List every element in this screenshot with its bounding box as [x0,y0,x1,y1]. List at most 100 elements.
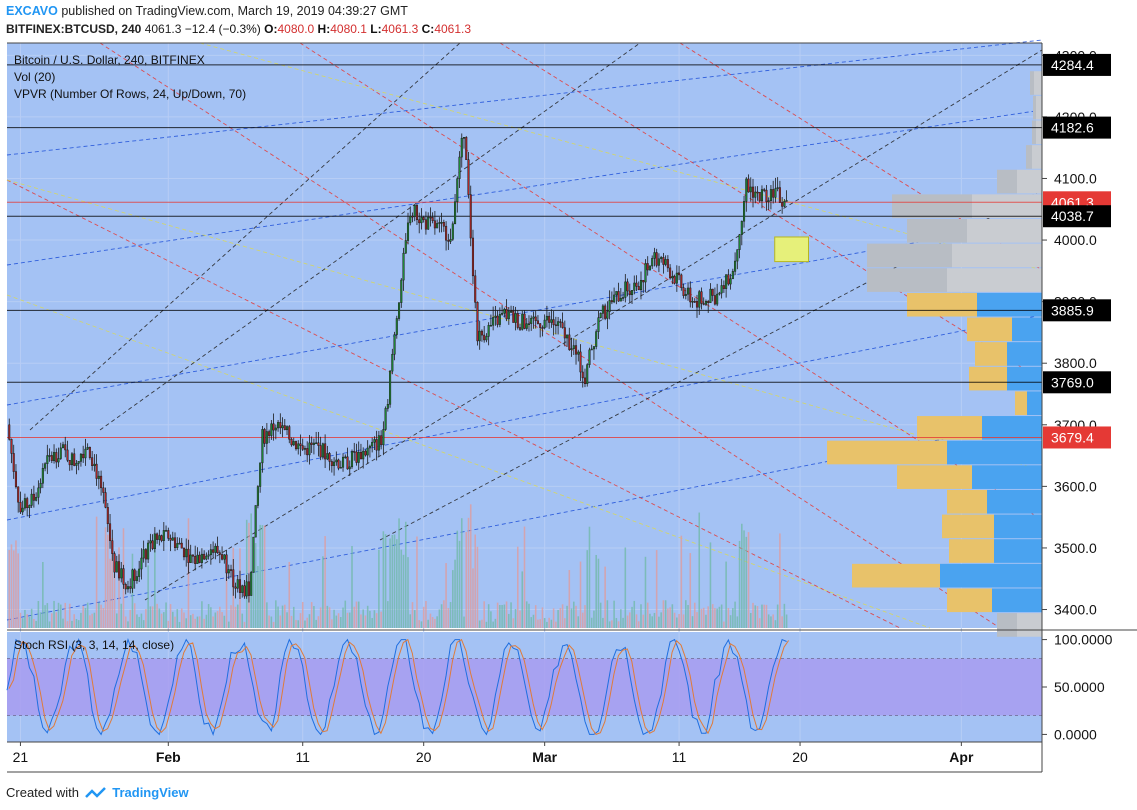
candle[interactable] [88,447,91,458]
candle[interactable] [263,429,266,444]
candle[interactable] [422,217,425,220]
candle[interactable] [769,189,772,201]
candle[interactable] [189,554,192,563]
candle[interactable] [518,327,522,330]
candle[interactable] [590,348,593,351]
candle[interactable] [734,260,737,272]
candle[interactable] [350,451,354,468]
candle[interactable] [243,585,246,597]
candle[interactable] [507,311,510,320]
candle[interactable] [330,461,333,466]
candle[interactable] [622,297,625,299]
candle[interactable] [214,545,217,553]
candle[interactable] [606,311,609,319]
candle[interactable] [261,429,264,464]
candle[interactable] [212,549,215,553]
candle[interactable] [241,585,244,593]
candle[interactable] [635,282,638,287]
candle[interactable] [393,334,396,355]
candle[interactable] [109,523,112,541]
candle[interactable] [384,408,387,430]
trend-line[interactable] [99,42,641,431]
candle[interactable] [420,217,423,224]
candle[interactable] [91,457,94,466]
candle[interactable] [339,466,342,469]
candle[interactable] [359,451,362,460]
candle[interactable] [725,274,728,289]
candle[interactable] [653,252,656,259]
candle[interactable] [646,263,649,271]
candle[interactable] [662,257,665,265]
candle[interactable] [743,201,746,222]
candle[interactable] [61,444,65,449]
candle[interactable] [716,293,719,305]
candle[interactable] [144,549,147,560]
candle[interactable] [404,240,407,254]
candle[interactable] [297,443,300,450]
candle[interactable] [651,258,654,267]
candle[interactable] [270,423,273,436]
candle[interactable] [50,455,53,461]
candle[interactable] [395,318,398,335]
candle[interactable] [729,278,732,285]
candle[interactable] [225,554,228,574]
candle[interactable] [698,291,701,308]
candle[interactable] [776,187,779,189]
candle[interactable] [156,533,159,540]
candle[interactable] [53,452,56,461]
candle[interactable] [438,222,441,224]
candle[interactable] [440,222,443,224]
candle[interactable] [106,507,109,525]
candle[interactable] [707,301,710,303]
candle[interactable] [774,188,777,198]
candle[interactable] [516,313,519,328]
volume-legend[interactable]: Vol (20) [14,70,56,84]
candle[interactable] [615,291,618,296]
candle[interactable] [104,492,107,508]
level-price-tag[interactable] [1043,205,1111,228]
candle[interactable] [489,324,492,327]
candle[interactable] [229,569,233,571]
candle[interactable] [579,351,582,373]
candle[interactable] [751,186,755,198]
candle[interactable] [180,542,183,549]
candle[interactable] [147,542,150,560]
candle[interactable] [740,220,743,235]
trend-line[interactable] [199,42,1043,271]
candle[interactable] [294,441,298,450]
candle[interactable] [536,320,539,324]
candle[interactable] [8,424,11,440]
level-price-tag[interactable] [1043,53,1111,76]
candle[interactable] [357,451,360,463]
candle[interactable] [693,301,696,303]
candle[interactable] [124,584,127,590]
candle[interactable] [521,313,524,330]
candle[interactable] [514,313,517,323]
candle[interactable] [709,288,712,303]
candle[interactable] [375,439,378,451]
candle[interactable] [310,442,313,445]
candle[interactable] [312,442,315,445]
candle[interactable] [380,435,383,446]
candle[interactable] [182,547,186,558]
candle[interactable] [599,313,602,318]
candle[interactable] [691,301,694,303]
candle[interactable] [290,438,293,446]
candle[interactable] [411,215,414,218]
candle[interactable] [586,364,589,384]
candle[interactable] [95,463,98,479]
candle[interactable] [55,452,58,463]
candle[interactable] [26,498,29,509]
candle[interactable] [666,259,669,269]
candle[interactable] [563,327,566,339]
candle[interactable] [373,439,376,443]
candle[interactable] [624,281,627,298]
candle[interactable] [306,448,309,456]
candle[interactable] [272,423,275,431]
candle[interactable] [281,425,284,429]
candle[interactable] [534,316,537,321]
candle[interactable] [256,486,259,506]
candle[interactable] [429,216,432,219]
candle[interactable] [37,487,40,498]
candle[interactable] [604,305,607,319]
